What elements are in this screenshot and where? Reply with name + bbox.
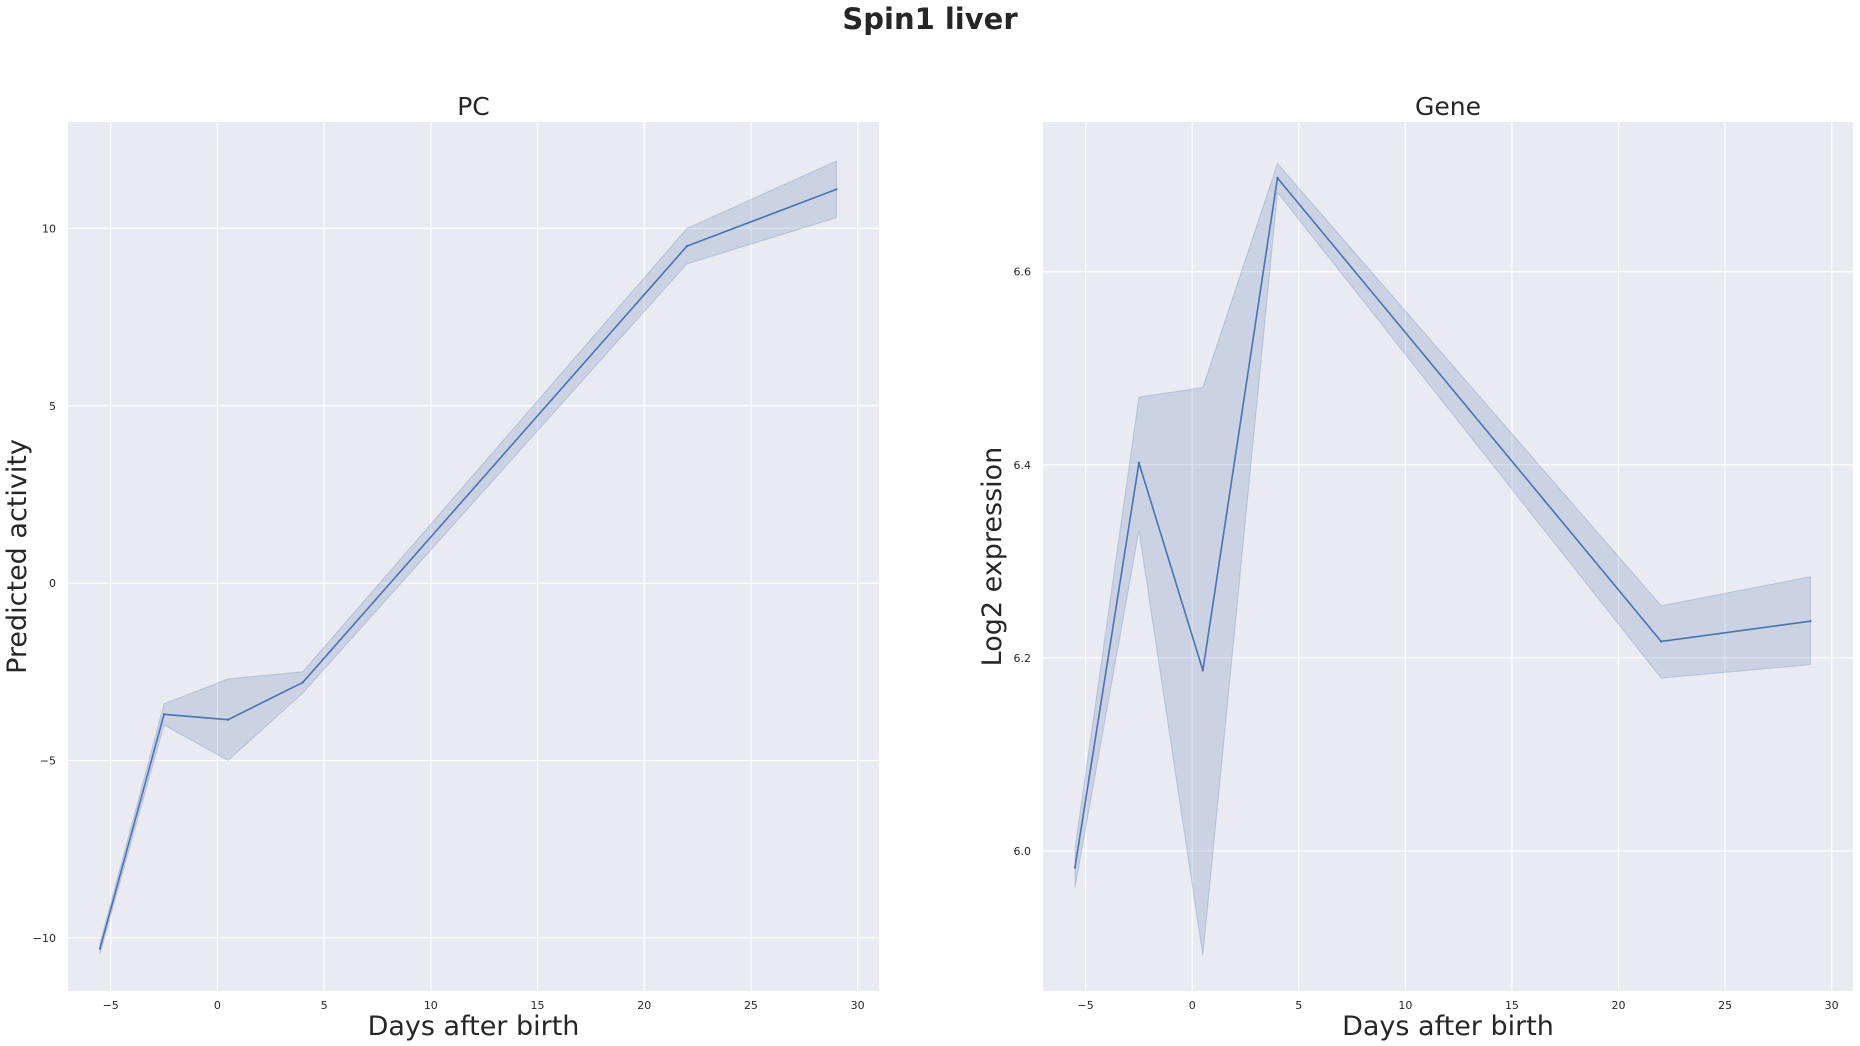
pc-panel: −5 0 5 10 15 20 25 30 −10 −5 0 5 10 PC Days after birt…	[2, 92, 879, 1042]
x-tick-label: 0	[1189, 999, 1196, 1012]
x-tick-label: 20	[1612, 999, 1626, 1012]
x-tick-label: −5	[1078, 999, 1094, 1012]
gene-panel: −5 0 5 10 15 20 25 30 6.0 6.2 6.4 6.6 Gene Days after…	[977, 92, 1853, 1042]
y-axis-label: Log2 expression	[977, 447, 1008, 667]
data-point	[1659, 640, 1663, 643]
plot-area	[1043, 122, 1853, 991]
data-point	[162, 713, 166, 716]
data-point	[226, 718, 230, 721]
plot-area	[68, 122, 879, 991]
y-tick-label: 6.6	[1014, 266, 1032, 279]
x-tick-label: 10	[1398, 999, 1412, 1012]
panel-title: Gene	[1415, 92, 1481, 121]
x-tick-label: 25	[1718, 999, 1732, 1012]
x-tick-label: 0	[214, 999, 221, 1012]
confidence-band	[1074, 162, 1811, 956]
series-line	[1074, 177, 1811, 868]
x-axis-label: Days after birth	[368, 1011, 580, 1042]
y-tick-label: 6.0	[1014, 845, 1032, 858]
y-tick-label: −5	[40, 754, 56, 767]
x-tick-label: 15	[1505, 999, 1519, 1012]
y-tick-label: 6.4	[1014, 459, 1032, 472]
figure-title: Spin1 liver	[842, 2, 1018, 36]
x-tick-label: 5	[1295, 999, 1302, 1012]
data-point	[98, 947, 102, 950]
data-point	[1809, 619, 1812, 623]
x-axis-label: Days after birth	[1342, 1011, 1554, 1042]
data-point	[1276, 176, 1279, 180]
panel-title: PC	[457, 92, 490, 121]
x-tick-label: −5	[103, 999, 119, 1012]
y-tick-label: 5	[49, 400, 56, 413]
y-tick-label: 6.2	[1014, 652, 1032, 665]
x-tick-label: 30	[851, 999, 865, 1012]
data-point	[1137, 461, 1141, 465]
x-tick-label: 15	[531, 999, 545, 1012]
data-point	[685, 244, 689, 248]
x-tick-label: 25	[744, 999, 758, 1012]
y-axis-label: Predicted activity	[2, 439, 33, 674]
x-tick-label: 30	[1825, 999, 1839, 1012]
series-line	[99, 188, 837, 949]
y-tick-label: 0	[49, 577, 56, 590]
x-tick-label: 20	[637, 999, 651, 1012]
data-point	[301, 681, 304, 684]
data-point	[1073, 866, 1077, 869]
y-tick-label: 10	[42, 222, 56, 235]
data-point	[1201, 669, 1205, 672]
x-tick-label: 5	[321, 999, 328, 1012]
x-tick-label: 10	[424, 999, 438, 1012]
data-point	[835, 188, 838, 191]
confidence-band	[99, 160, 837, 954]
y-tick-label: −10	[33, 932, 56, 945]
